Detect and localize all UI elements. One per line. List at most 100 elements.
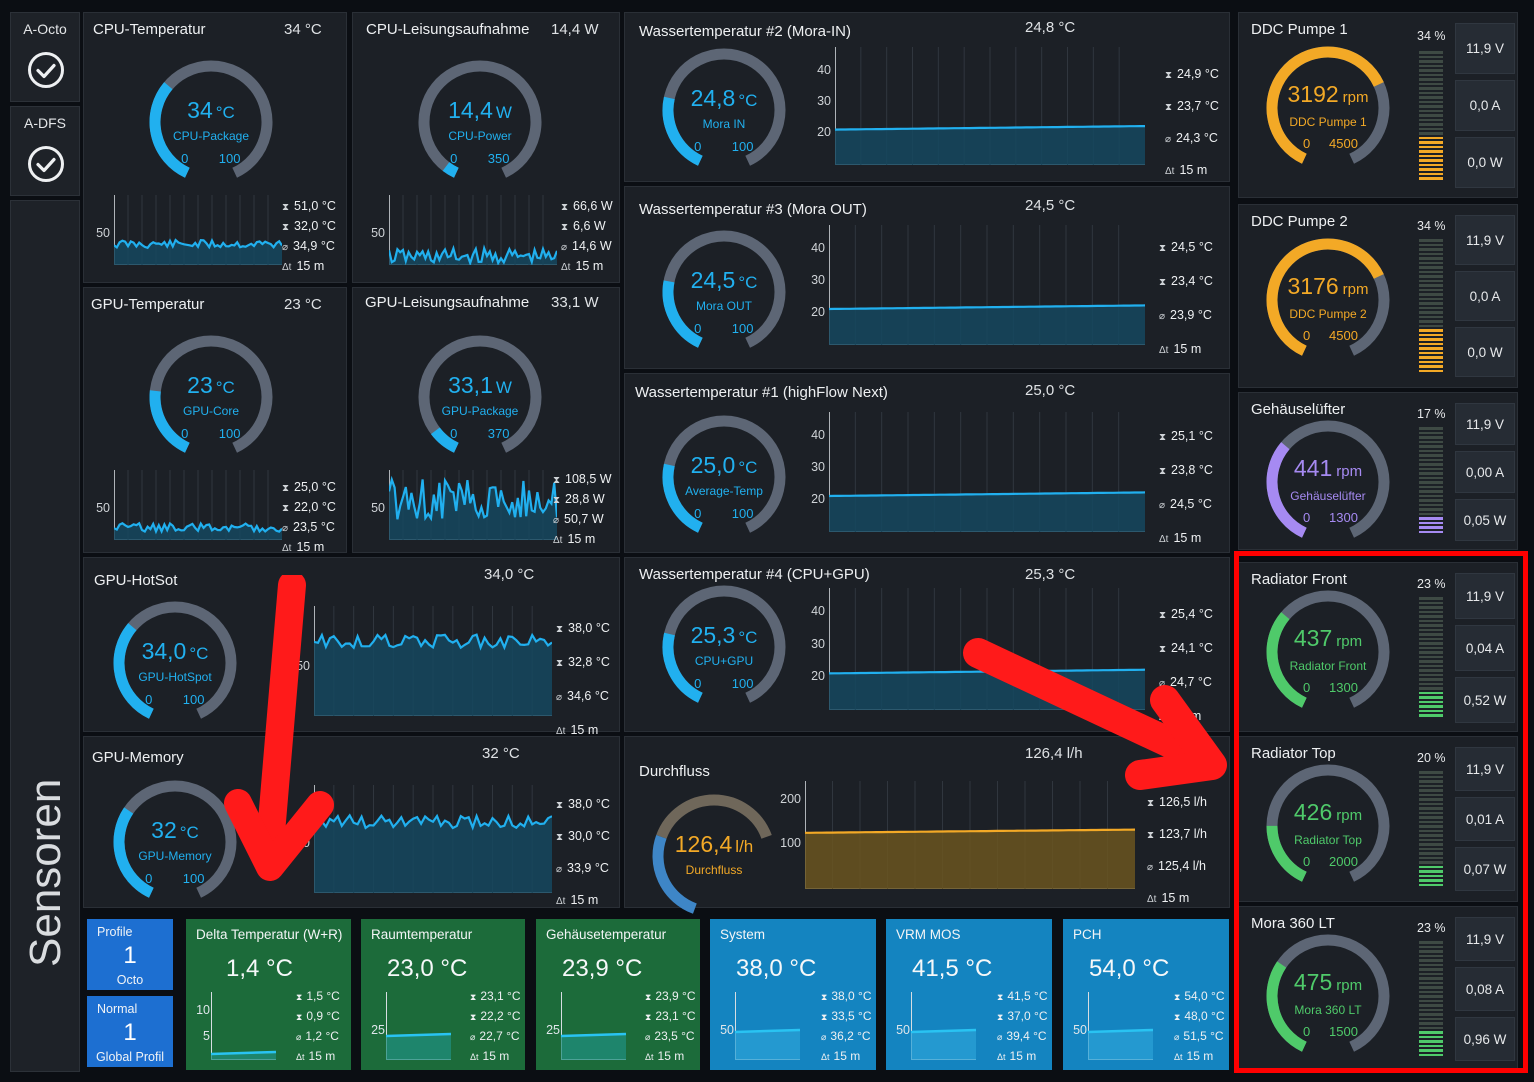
- fan-power-bar-segment: [1419, 284, 1443, 287]
- panel-readout: 14,4 W: [551, 21, 599, 38]
- fan-power-bar-segment: [1419, 127, 1443, 130]
- gauge-ring: [149, 60, 273, 178]
- panel-cpu_power[interactable]: CPU-Leisungsaufnahme 14,4 W 14,4 W CPU-Power…: [352, 12, 620, 283]
- stats-row: ⧗ 25,1 °C: [1159, 420, 1213, 454]
- fan-power-bar-segment: [1419, 1035, 1443, 1038]
- panel-water3[interactable]: Wassertemperatur #3 (Mora OUT) 24,5 °C 24,…: [624, 186, 1230, 369]
- fan-power-bar-segment: [1419, 123, 1443, 126]
- panel-fan-ddc1[interactable]: DDC Pumpe 1 3192 rpm DDC Pumpe 1 0 4500 34 % 11…: [1238, 12, 1518, 198]
- tile-delta[interactable]: Delta Temperatur (W+R) 1,4 °C 10 5 ⧗ 1,5 °C ⧗ 0…: [186, 919, 351, 1070]
- profile-global-button[interactable]: Normal 1 Global Profil: [87, 996, 173, 1067]
- gauge-label: CPU-Package: [172, 128, 250, 143]
- gauge-value-number: 25,0: [690, 452, 736, 479]
- fan-power-bar-segment: [1419, 485, 1443, 488]
- history-chart-svg: [387, 195, 559, 267]
- fan-power-bar-segment: [1419, 807, 1443, 810]
- fan-power-bar-segment: [1419, 440, 1443, 443]
- stats-row: ⌀ 24,7 °C: [1159, 666, 1213, 700]
- tile-room[interactable]: Raumtemperatur 23,0 °C 25 ⧗ 23,1 °C ⧗ 22,2 °C ⌀…: [361, 919, 525, 1070]
- history-chart-gpu_hotspot: [313, 606, 553, 716]
- panel-fan-radtop[interactable]: Radiator Top 426 rpm Radiator Top 0 2000 20 % 1…: [1238, 736, 1518, 902]
- fan-rpm-value: 437: [1293, 625, 1333, 651]
- gauge-value: 24,8 °C: [659, 85, 789, 112]
- stats-row: Δt 15 m: [997, 1047, 1047, 1067]
- fan-power-bar-segment: [1419, 981, 1443, 984]
- fan-power-bar-segment: [1419, 356, 1443, 359]
- panel-gpu_temp[interactable]: GPU-Temperatur 23 °C 23 °C GPU-Core 0 100 50 ⧗ 25…: [83, 287, 347, 554]
- panel-fan-radfront[interactable]: Radiator Front 437 rpm Radiator Front 0 1300 2…: [1238, 562, 1518, 732]
- panel-readout: 33,1 W: [551, 294, 599, 311]
- stats-value: 15 m: [1173, 342, 1202, 356]
- fan-power-bar-segment: [1419, 333, 1443, 336]
- fan-power-bar-segment: [1419, 521, 1443, 524]
- fan-power-bar-segment: [1419, 959, 1443, 962]
- timespan-icon: Δt: [997, 1052, 1006, 1062]
- stats-row: ⧗ 25,0 °C: [282, 478, 336, 498]
- stats-value: 51,0 °C: [294, 199, 336, 213]
- fan-power-bar-segment: [1419, 856, 1443, 859]
- gauge-gpu_hotspot: 34,0 °C GPU-HotSpot 0 100: [110, 598, 240, 728]
- stats-value: 37,0 °C: [1007, 1009, 1048, 1023]
- tile-casetemp[interactable]: Gehäusetemperatur 23,9 °C 25 ⧗ 23,9 °C ⧗ 23,1 …: [536, 919, 700, 1070]
- tile-title: VRM MOS: [896, 927, 961, 942]
- profile-octo-top: Profile: [97, 925, 133, 939]
- fan-power-bar-segment: [1419, 279, 1443, 282]
- panel-gpu_hotspot[interactable]: GPU-HotSot 34,0 °C 34,0 °C GPU-HotSpot 0 100 50…: [83, 557, 620, 737]
- tile-pch[interactable]: PCH 54,0 °C 50 ⧗ 54,0 °C ⧗ 48,0 °C ⌀ 51,5 °C Δt 15…: [1063, 919, 1229, 1070]
- chart-line: [113, 521, 283, 535]
- stats-row: ⌀ 50,7 W: [553, 510, 612, 530]
- tile-system[interactable]: System 38,0 °C 50 ⧗ 38,0 °C ⧗ 33,5 °C ⌀ 36,2 °C Δ…: [710, 919, 876, 1070]
- fan-voltage: 11,9 V: [1455, 747, 1515, 791]
- sidebar-device-dfs[interactable]: A-DFS: [10, 106, 80, 196]
- fan-rpm-unit: rpm: [1336, 633, 1363, 650]
- profile-octo-number: 1: [123, 942, 137, 969]
- panel-water2[interactable]: Wassertemperatur #2 (Mora-IN) 24,8 °C 24,8…: [624, 12, 1230, 182]
- tile-vrm[interactable]: VRM MOS 41,5 °C 50 ⧗ 41,5 °C ⧗ 37,0 °C ⌀ 39,4 °C…: [886, 919, 1052, 1070]
- fan-power-bar-segment: [1419, 1053, 1443, 1056]
- sidebar-device-dfs-label: A-DFS: [24, 115, 66, 131]
- fan-rpm: 3192 rpm: [1263, 81, 1393, 108]
- panel-water4[interactable]: Wassertemperatur #4 (CPU+GPU) 25,3 °C 25,3…: [624, 557, 1230, 732]
- gauge-value: 23 °C: [146, 372, 276, 399]
- panel-cpu_temp[interactable]: CPU-Temperatur 34 °C 34 °C CPU-Package 0 100 50…: [83, 12, 347, 283]
- fan-min: 0: [1303, 1024, 1311, 1039]
- panel-flow[interactable]: Durchfluss 126,4 l/h 126,4 l/h Durchfluss 200…: [624, 736, 1230, 914]
- average-icon: ⌀: [556, 692, 563, 703]
- stats-row: ⧗ 30,0 °C: [556, 821, 610, 853]
- gauge-value-unit: °C: [738, 628, 758, 648]
- panel-fan-case[interactable]: Gehäuselüfter 441 rpm Gehäuselüfter 0 1300 17 …: [1238, 392, 1518, 550]
- fan-power-bar-segment: [1419, 91, 1443, 94]
- stats-value: 125,4 l/h: [1158, 859, 1206, 873]
- panel-title: Durchfluss: [639, 763, 710, 780]
- fan-power-bar-segment: [1419, 1008, 1443, 1011]
- history-stats: ⧗ 108,5 W ⧗ 28,8 W ⌀ 50,7 W Δt 15 m: [553, 470, 612, 550]
- panel-gpu_memory[interactable]: GPU-Memory 32 °C 32 °C GPU-Memory 0 100 50 ⧗ 38,0…: [83, 736, 620, 908]
- chart-y-tick-label: 50: [371, 225, 385, 240]
- stats-value: 48,0 °C: [1184, 1009, 1225, 1023]
- chart-line: [828, 304, 1146, 311]
- fan-gauge-ring-fill: [1266, 825, 1307, 882]
- profile-octo-button[interactable]: Profile 1 Octo: [87, 919, 173, 990]
- chart-y-tick-label: 200: [780, 792, 801, 807]
- fan-power-bar-segment: [1419, 655, 1443, 658]
- fan-power-bar-segment: [1419, 705, 1443, 708]
- gauge-ring-fill: [442, 162, 459, 178]
- panel-fan-mora[interactable]: Mora 360 LT 475 rpm Mora 360 LT 0 1500 23 % 11,…: [1238, 906, 1518, 1072]
- sidebar-device-octo[interactable]: A-Octo: [10, 12, 80, 102]
- stats-value: 24,9 °C: [1177, 67, 1219, 81]
- fan-power-bar-segment: [1419, 637, 1443, 640]
- gauge-value-number: 126,4: [674, 831, 733, 858]
- stats-row: Δt 15 m: [1174, 1047, 1224, 1067]
- tile-stats: ⧗ 38,0 °C ⧗ 33,5 °C ⌀ 36,2 °C Δt 15 m: [821, 987, 871, 1067]
- fan-rpm: 3176 rpm: [1263, 273, 1393, 300]
- panel-gpu_power[interactable]: GPU-Leisungsaufnahme 33,1 W 33,1 W GPU-Packa…: [352, 287, 620, 553]
- panel-readout: 32 °C: [482, 745, 520, 762]
- min-icon: ⧗: [470, 1012, 477, 1022]
- fan-power-bar-segment: [1419, 834, 1443, 837]
- sidebar-section-sensors[interactable]: Sensoren: [10, 200, 80, 1072]
- fan-current: 0,08 A: [1455, 967, 1515, 1011]
- panel-fan-ddc2[interactable]: DDC Pumpe 2 3176 rpm DDC Pumpe 2 0 4500 34 % 11…: [1238, 204, 1518, 388]
- fan-max: 1500: [1329, 1024, 1358, 1039]
- panel-water1[interactable]: Wassertemperatur #1 (highFlow Next) 25,0 …: [624, 373, 1230, 553]
- min-icon: ⧗: [1159, 466, 1167, 477]
